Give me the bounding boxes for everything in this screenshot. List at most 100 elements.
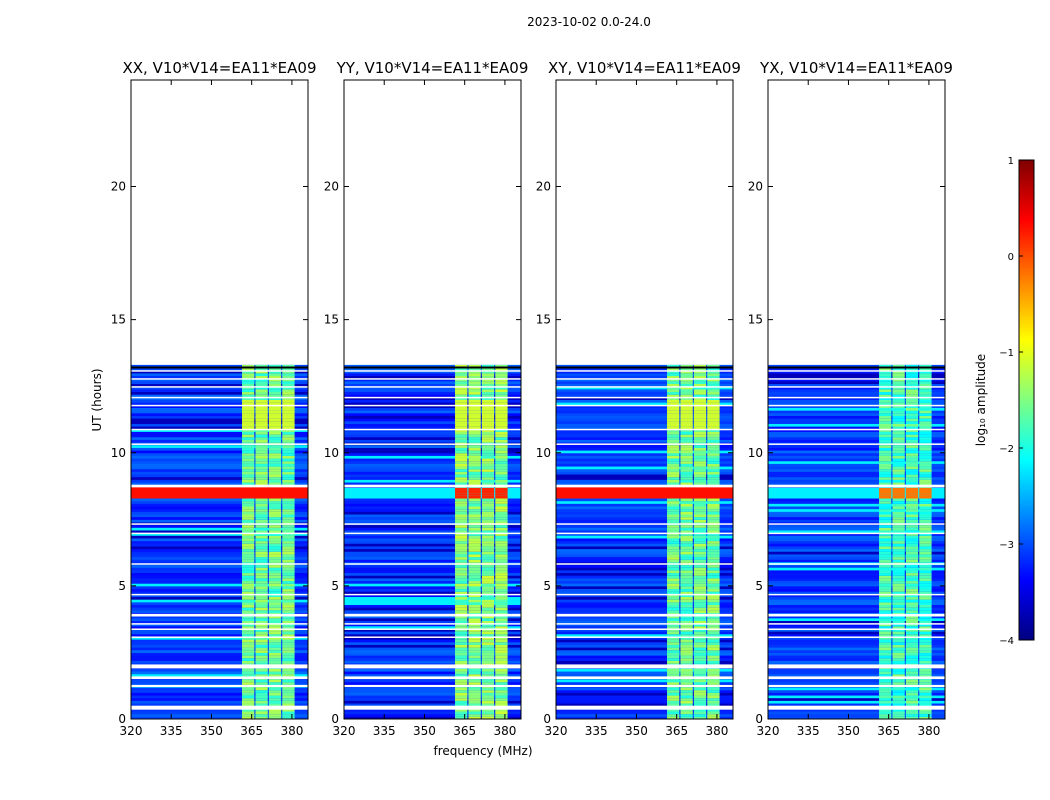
rfi-cell xyxy=(707,708,720,712)
rfi-cell xyxy=(879,636,892,640)
rfi-cell xyxy=(919,394,932,398)
rfi-cell xyxy=(892,532,905,536)
rfi-cell xyxy=(495,679,508,683)
rfi-cell xyxy=(481,655,495,659)
rfi-cell xyxy=(707,513,720,518)
rfi-cell xyxy=(707,543,720,547)
rfi-cell xyxy=(667,673,680,677)
rfi-cell xyxy=(282,394,295,398)
rfi-cell xyxy=(693,703,707,707)
rfi-cell xyxy=(455,577,468,582)
rfi-cell xyxy=(680,412,693,416)
rfi-cell xyxy=(879,692,892,696)
rfi-cell xyxy=(495,516,508,520)
heatmap-row xyxy=(556,468,733,472)
y-tick-label: 15 xyxy=(111,313,126,327)
rfi-cell xyxy=(268,655,282,659)
data-gap xyxy=(768,370,945,372)
rfi-cell xyxy=(892,386,905,390)
rfi-cell xyxy=(892,490,905,494)
heatmap-row xyxy=(768,460,945,464)
heatmap-row xyxy=(768,668,945,672)
rfi-cell xyxy=(468,482,481,486)
rfi-cell xyxy=(255,407,268,411)
rfi-cell xyxy=(892,495,905,499)
heatmap-row xyxy=(768,559,945,563)
rfi-cell xyxy=(892,482,905,486)
rfi-cell xyxy=(268,668,282,672)
rfi-cell xyxy=(680,508,693,512)
rfi-cell xyxy=(680,575,693,579)
heatmap-row xyxy=(768,660,945,664)
rfi-cell xyxy=(481,535,495,539)
heatmap-row xyxy=(131,604,308,608)
rfi-cell xyxy=(693,495,707,499)
y-tick-label: 0 xyxy=(118,712,126,726)
heatmap-row xyxy=(131,633,308,637)
heatmap-row xyxy=(131,506,308,510)
heatmap-row xyxy=(131,367,308,371)
rfi-cell xyxy=(693,628,707,632)
rfi-cell xyxy=(481,410,495,414)
heatmap-row xyxy=(131,370,308,374)
heatmap-row xyxy=(556,436,733,440)
rfi-cell xyxy=(707,591,720,595)
data-gap xyxy=(344,523,521,525)
rfi-cell xyxy=(468,458,481,462)
rfi-cell xyxy=(268,420,282,424)
rfi-cell xyxy=(667,391,680,395)
rfi-cell xyxy=(905,713,919,717)
rfi-cell xyxy=(481,681,495,685)
rfi-cell xyxy=(879,452,892,456)
heatmap-row xyxy=(556,615,733,619)
rfi-cell xyxy=(481,673,495,677)
rfi-cell xyxy=(255,436,268,440)
rfi-cell xyxy=(693,474,707,478)
heatmap-row xyxy=(556,434,733,438)
heatmap-row xyxy=(768,420,945,424)
rfi-cell xyxy=(680,423,693,427)
rfi-cell xyxy=(282,652,295,656)
heatmap-row xyxy=(344,559,521,563)
rfi-cell xyxy=(919,601,932,606)
rfi-cell xyxy=(693,436,707,440)
rfi-cell xyxy=(242,423,255,427)
rfi-cell xyxy=(481,580,495,584)
heatmap-row xyxy=(768,641,945,645)
rfi-cell xyxy=(919,498,932,502)
rfi-cell xyxy=(268,660,282,664)
rfi-cell xyxy=(242,500,255,504)
rfi-cell xyxy=(693,487,707,491)
heatmap-row xyxy=(131,617,308,621)
rfi-cell xyxy=(680,490,693,494)
rfi-cell xyxy=(892,540,905,544)
rfi-cell xyxy=(680,404,693,408)
rfi-cell xyxy=(282,444,295,448)
rfi-cell xyxy=(495,577,508,582)
rfi-cell xyxy=(468,471,481,475)
rfi-cell xyxy=(892,601,905,606)
rfi-cell xyxy=(892,516,905,520)
data-gap xyxy=(131,443,308,445)
rfi-cell xyxy=(879,532,892,536)
rfi-cell xyxy=(879,657,892,661)
heatmap-row xyxy=(768,615,945,619)
x-tick-label: 380 xyxy=(705,724,728,738)
rfi-cell xyxy=(268,423,282,427)
rfi-cell xyxy=(693,543,707,547)
rfi-cell xyxy=(282,625,295,629)
rfi-cell xyxy=(282,423,295,427)
rfi-cell xyxy=(495,636,508,640)
rfi-cell xyxy=(905,543,919,547)
rfi-cell xyxy=(680,604,693,608)
rfi-cell xyxy=(919,681,932,685)
rfi-cell xyxy=(667,649,680,653)
rfi-cell xyxy=(468,623,481,627)
rfi-cell xyxy=(481,703,495,707)
rfi-cell xyxy=(481,447,495,451)
rfi-cell xyxy=(707,620,720,624)
rfi-cell xyxy=(242,577,255,582)
rfi-cell xyxy=(495,697,508,701)
rfi-cell xyxy=(468,617,481,621)
rfi-cell xyxy=(255,585,268,590)
